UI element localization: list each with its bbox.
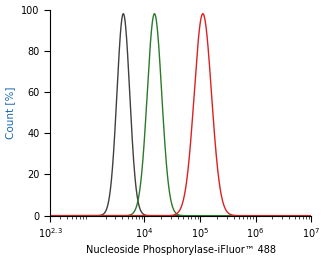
X-axis label: Nucleoside Phosphorylase-iFluor™ 488: Nucleoside Phosphorylase-iFluor™ 488 bbox=[86, 245, 275, 256]
Y-axis label: Count [%]: Count [%] bbox=[6, 86, 16, 139]
